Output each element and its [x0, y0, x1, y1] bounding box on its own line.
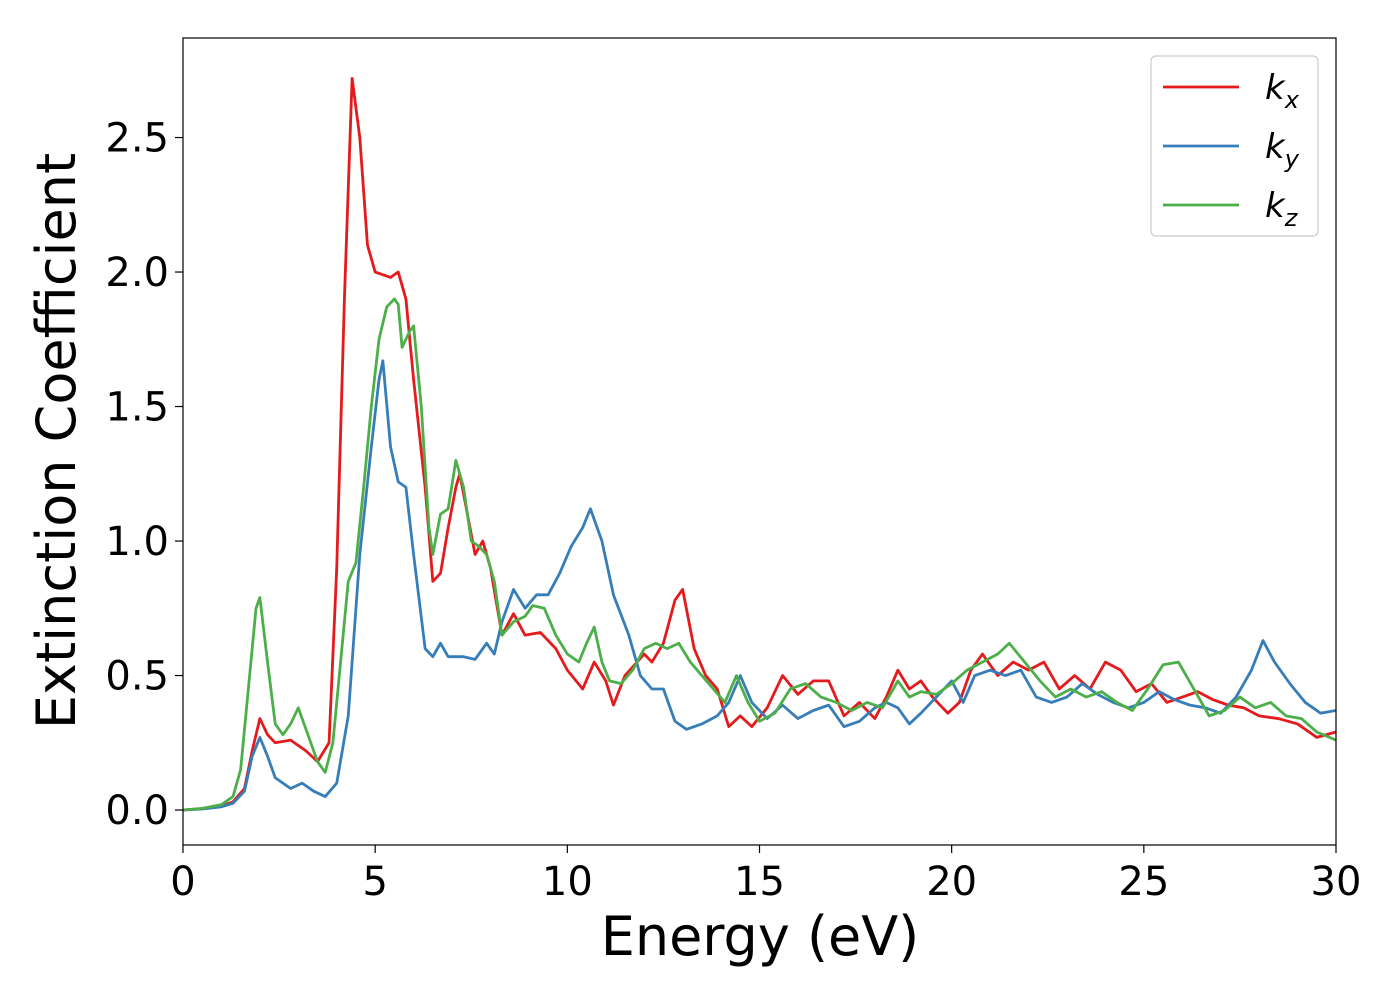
legend-label-kx: kx	[1265, 68, 1300, 114]
x-tick-label: 15	[734, 859, 785, 905]
y-tick-label: 1.0	[105, 519, 169, 565]
x-tick-label: 25	[1118, 859, 1169, 905]
x-tick-label: 5	[362, 859, 387, 905]
series-line-kz	[183, 297, 1336, 812]
ticks: 0 5 10 15 20 25 30 0.0 0.5 1.0 1.5 2.0 2.5	[105, 116, 1361, 905]
y-tick-label: 2.5	[105, 116, 169, 162]
y-tick-label: 2.0	[105, 250, 169, 296]
x-tick-label: 0	[170, 859, 195, 905]
x-axis-title: Energy (eV)	[601, 905, 920, 968]
x-tick-label: 10	[542, 859, 593, 905]
series-line-ky	[183, 359, 1336, 812]
x-tick-label: 20	[926, 859, 977, 905]
x-tick-label: 30	[1311, 859, 1362, 905]
y-tick-label: 1.5	[105, 385, 169, 431]
y-tick-label: 0.5	[105, 654, 169, 700]
y-tick-label: 0.0	[105, 788, 169, 834]
series-lines	[183, 76, 1336, 812]
y-axis-title: Extinction Coefficient	[25, 153, 88, 729]
